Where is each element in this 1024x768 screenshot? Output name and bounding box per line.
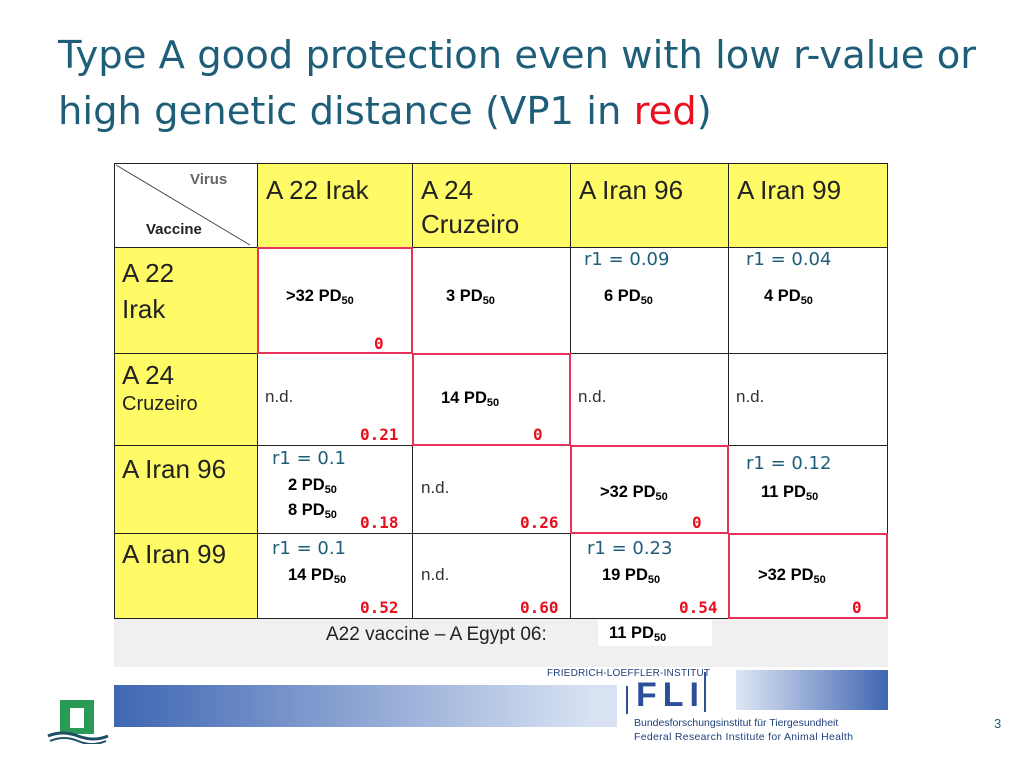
cell-r2c0-r1: r1 = 0.1	[272, 448, 347, 469]
slide-title-main: Type A good protection even with low r-v…	[58, 33, 977, 134]
cell-r2c1-vp1: 0.26	[520, 513, 559, 532]
grid-line	[728, 163, 729, 619]
cell-r1c1-pd: 14 PD50	[441, 389, 500, 409]
slide-title-red: red	[633, 89, 697, 134]
grid-line	[114, 618, 888, 619]
cell-r2c1-nd: n.d.	[421, 478, 450, 497]
cell-r0c2-r1: r1 = 0.09	[584, 249, 670, 270]
grid-line	[114, 163, 888, 164]
cell-r2c2-vp1: 0	[692, 513, 702, 532]
grid-line	[257, 163, 258, 619]
corner-virus-label: Virus	[190, 171, 228, 188]
cell-r2c0-pd2: 8 PD50	[288, 501, 337, 521]
grid-line	[114, 163, 115, 619]
column-header-a-iran-99: A Iran 99	[737, 175, 842, 205]
footer-gradient-band-right	[736, 670, 888, 710]
cell-r3c1-vp1: 0.60	[520, 598, 559, 617]
cell-r2c0-pd: 2 PD50	[288, 476, 337, 496]
grid-line	[114, 247, 888, 248]
column-header-a24-cruzeiro: A 24 Cruzeiro	[421, 175, 520, 239]
row-header-a22-irak: A 22 Irak	[122, 258, 175, 324]
column-header-band	[258, 163, 888, 247]
egypt-note-pd: 11 PD50	[609, 624, 667, 644]
fli-logo-bar	[704, 672, 706, 712]
egypt-note-label: A22 vaccine – A Egypt 06:	[326, 624, 547, 645]
cell-r3c0-r1: r1 = 0.1	[272, 538, 347, 559]
cell-r2c3-pd: 11 PD50	[761, 483, 819, 503]
slide-title: Type A good protection even with low r-v…	[58, 28, 998, 140]
cell-r0c3-r1: r1 = 0.04	[746, 249, 832, 270]
homologous-cell-highlight	[412, 353, 571, 446]
cell-r1c0-vp1: 0.21	[360, 425, 399, 444]
egypt-note-value-box	[598, 620, 712, 646]
column-header-a22-irak: A 22 Irak	[266, 175, 369, 205]
cell-r0c2-pd: 6 PD50	[604, 287, 653, 307]
university-logo-icon	[47, 700, 109, 744]
slide-title-close: )	[696, 89, 712, 134]
institute-subtitle-de: Bundesforschungsinstitut für Tiergesundh…	[634, 717, 839, 729]
fli-logo-bar	[626, 686, 628, 714]
cell-r2c3-r1: r1 = 0.12	[746, 453, 832, 474]
fli-logo: FLI	[636, 676, 705, 714]
row-header-a-iran-99: A Iran 99	[122, 539, 227, 569]
column-header-a-iran-96: A Iran 96	[579, 175, 684, 205]
footer-gradient-band	[114, 685, 617, 727]
grid-line	[114, 533, 888, 534]
row-header-a24-cruzeiro: A 24 Cruzeiro	[122, 360, 198, 415]
cell-r2c2-pd: >32 PD50	[600, 483, 668, 503]
cell-r3c1-nd: n.d.	[421, 565, 450, 584]
cell-r3c3-pd: >32 PD50	[758, 566, 826, 586]
corner-vaccine-label: Vaccine	[146, 221, 202, 238]
cell-r0c3-pd: 4 PD50	[764, 287, 813, 307]
corner-diagonal	[115, 164, 251, 246]
cell-r3c0-vp1: 0.52	[360, 598, 399, 617]
egypt-note-band	[114, 619, 888, 667]
protection-table: Virus Vaccine A 22 Irak A 24 Cruzeiro A I…	[114, 163, 888, 619]
cell-r0c0-pd: >32 PD50	[286, 287, 354, 307]
cell-r3c2-vp1: 0.54	[679, 598, 718, 617]
institute-subtitle-en: Federal Research Institute for Animal He…	[634, 731, 854, 743]
institute-name: FRIEDRICH-LOEFFLER-INSTITUT	[547, 668, 711, 679]
corner-cell	[114, 163, 258, 247]
cell-r1c1-vp1: 0	[533, 425, 543, 444]
cell-r1c0-nd: n.d.	[265, 387, 294, 406]
page-number: 3	[994, 716, 1002, 731]
cell-r2c0-vp1: 0.18	[360, 513, 399, 532]
cell-r3c0-pd: 14 PD50	[288, 566, 347, 586]
homologous-cell-highlight	[570, 445, 729, 534]
homologous-cell-highlight	[257, 247, 413, 354]
cell-r0c0-vp1: 0	[374, 334, 384, 353]
row-header-band	[114, 247, 258, 619]
cell-r3c3-vp1: 0	[852, 598, 862, 617]
cell-r1c3-nd: n.d.	[736, 387, 765, 406]
cell-r3c2-pd: 19 PD50	[602, 566, 661, 586]
cell-r1c2-nd: n.d.	[578, 387, 607, 406]
cell-r3c2-r1: r1 = 0.23	[587, 538, 673, 559]
grid-line	[887, 163, 888, 619]
cell-r0c1-pd: 3 PD50	[446, 287, 495, 307]
homologous-cell-highlight	[728, 533, 888, 619]
row-header-a-iran-96: A Iran 96	[122, 454, 227, 484]
